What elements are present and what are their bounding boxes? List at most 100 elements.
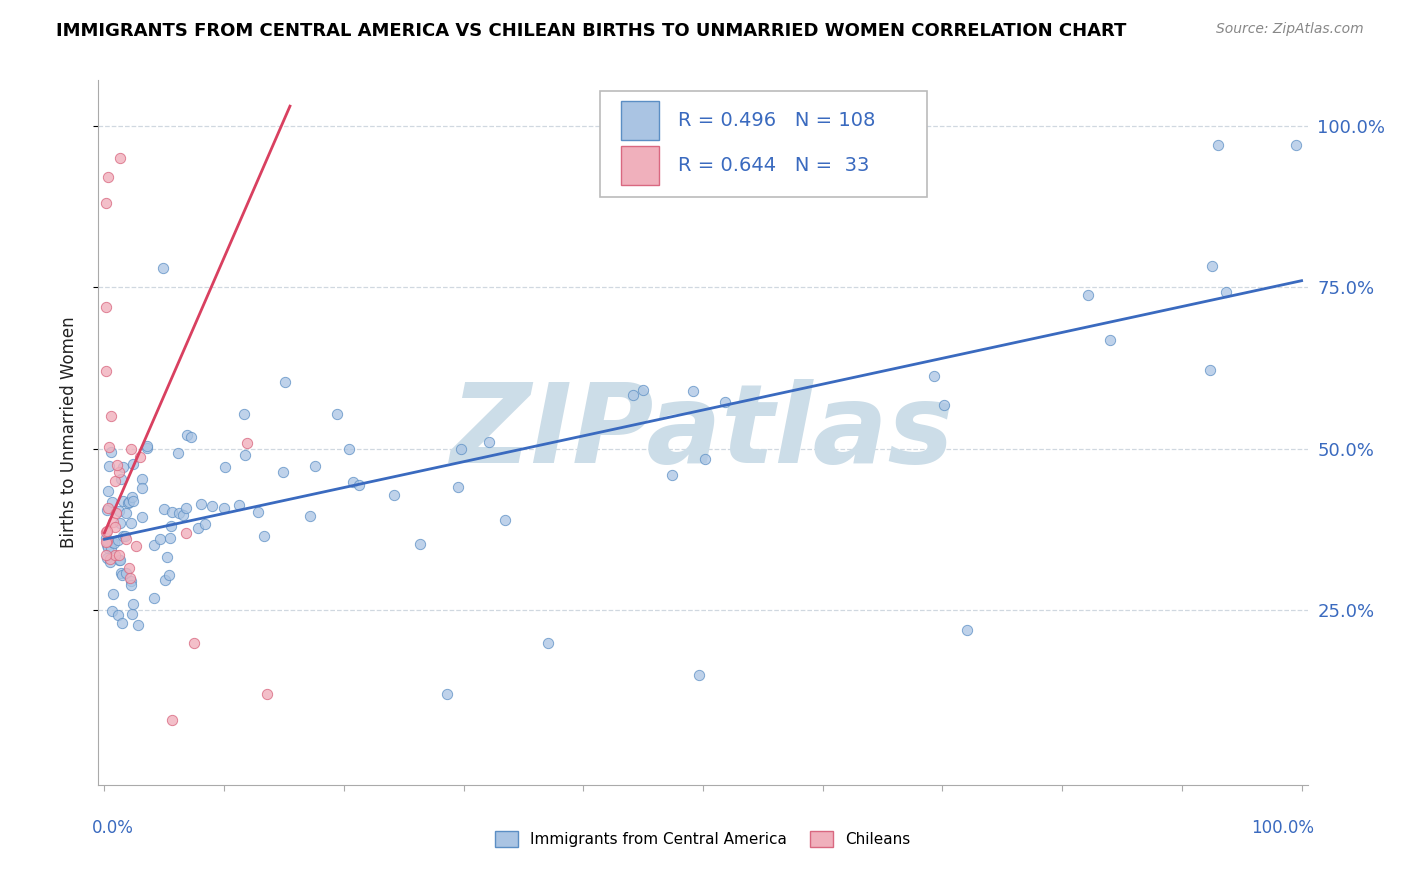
Point (100, 445, 122, 459)
Point (695, 452, 717, 467)
Point (96, 503, 118, 517)
Point (176, 428, 198, 442)
Point (180, 430, 202, 444)
Text: ZIPatlas: ZIPatlas (451, 379, 955, 486)
Point (148, 533, 170, 547)
Point (201, 499, 224, 513)
Point (922, 369, 945, 384)
Point (100, 541, 122, 555)
Point (120, 442, 142, 456)
Point (131, 510, 153, 524)
Point (112, 493, 135, 508)
Point (1199, 363, 1222, 377)
Point (142, 538, 165, 552)
FancyBboxPatch shape (600, 91, 927, 196)
Point (160, 505, 183, 519)
Point (104, 506, 127, 520)
Point (107, 608, 129, 623)
Point (214, 459, 236, 474)
Point (160, 714, 183, 728)
Point (110, 472, 132, 486)
Point (156, 549, 179, 564)
Point (956, 623, 979, 637)
Point (96, 531, 118, 545)
Point (183, 636, 205, 650)
Point (233, 449, 256, 463)
Point (152, 260, 174, 275)
Point (1284, 137, 1306, 152)
Point (631, 383, 654, 397)
Point (108, 553, 131, 567)
Point (97, 541, 120, 556)
Point (190, 498, 212, 512)
Point (142, 591, 165, 605)
Point (121, 491, 143, 505)
Point (96, 550, 118, 565)
Text: R = 0.496   N = 108: R = 0.496 N = 108 (678, 112, 875, 130)
Point (537, 636, 560, 650)
Point (167, 507, 190, 521)
Point (108, 552, 131, 566)
Point (450, 442, 472, 457)
Point (174, 501, 197, 516)
Point (337, 442, 360, 456)
Point (682, 384, 704, 398)
Point (436, 688, 458, 702)
Text: 0.0%: 0.0% (91, 819, 134, 837)
Point (232, 408, 254, 422)
Point (122, 494, 145, 508)
Point (101, 515, 124, 529)
Point (114, 529, 136, 543)
Point (1215, 285, 1237, 299)
Point (96, 524, 118, 538)
Point (187, 521, 209, 535)
Point (94, 524, 117, 539)
Point (121, 458, 143, 472)
Point (110, 151, 132, 165)
Point (256, 688, 278, 702)
Point (96, 364, 118, 378)
Point (494, 513, 516, 527)
Point (347, 478, 370, 492)
Point (166, 446, 188, 460)
Point (228, 498, 250, 512)
Point (96, 533, 118, 548)
Point (131, 481, 153, 495)
Point (194, 516, 217, 531)
Point (108, 516, 131, 530)
Text: 100.0%: 100.0% (1251, 819, 1315, 837)
Point (1077, 288, 1099, 302)
Text: Source: ZipAtlas.com: Source: ZipAtlas.com (1216, 22, 1364, 37)
Point (1201, 260, 1223, 274)
Point (1206, 137, 1229, 152)
Point (104, 519, 127, 533)
Point (382, 488, 405, 502)
Point (101, 604, 124, 618)
Point (98, 552, 121, 566)
Point (107, 504, 129, 518)
Point (111, 529, 134, 543)
Point (661, 467, 683, 482)
Point (97, 483, 120, 498)
Point (97, 440, 120, 454)
Point (172, 508, 194, 522)
Point (111, 568, 134, 582)
Point (117, 496, 139, 510)
Point (101, 495, 124, 509)
Point (1098, 333, 1121, 347)
Legend: Immigrants from Central America, Chileans: Immigrants from Central America, Chilean… (488, 823, 918, 855)
Point (714, 395, 737, 409)
Point (121, 577, 143, 591)
Point (96, 534, 118, 549)
Point (118, 561, 141, 575)
Point (97, 170, 120, 185)
Point (131, 472, 153, 486)
Point (152, 502, 174, 516)
Point (103, 536, 125, 550)
Bar (621, 102, 659, 140)
Point (136, 440, 159, 454)
Point (94, 548, 117, 562)
Point (135, 441, 157, 455)
Point (120, 516, 142, 530)
Point (108, 548, 131, 562)
